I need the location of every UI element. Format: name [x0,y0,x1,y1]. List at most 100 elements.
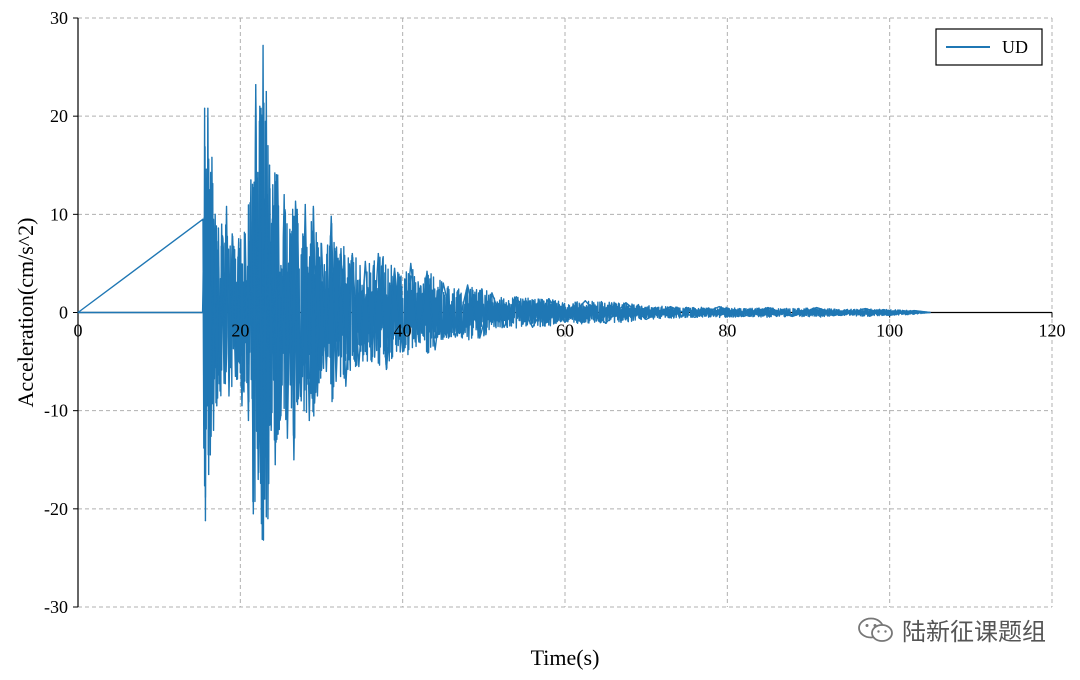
x-tick-label: 80 [718,321,736,341]
series-peaks-ud [77,44,931,525]
data-point [364,260,366,263]
data-point [791,315,793,318]
data-point [564,321,566,323]
data-point [377,253,379,255]
data-point [265,91,267,93]
data-point [491,292,493,294]
data-point [212,429,215,431]
data-point [335,380,337,382]
data-point [385,368,388,371]
y-tick-label: 0 [59,303,68,323]
data-point [77,311,79,314]
data-point [718,306,720,308]
x-tick-label: 40 [394,321,412,341]
y-tick-label: 20 [50,106,68,126]
data-point [340,248,342,250]
data-point [330,215,332,217]
data-point [913,309,915,312]
data-point [264,498,266,500]
data-point [454,336,457,338]
data-point [312,205,314,208]
y-tick-label: -10 [44,401,68,421]
data-point [205,168,207,170]
x-tick-label: 60 [556,321,574,341]
data-point [467,284,469,286]
data-point [645,318,647,320]
data-point [204,520,207,522]
data-point [209,454,211,456]
data-point [479,337,481,339]
data-point [515,296,517,298]
data-point [204,107,206,109]
data-point [255,84,257,86]
data-point [840,314,842,317]
x-tick-label: 20 [231,321,249,341]
data-point [503,326,505,328]
data-point [206,405,208,407]
x-tick-label: 0 [74,321,83,341]
data-point [286,437,289,439]
data-point [625,302,627,304]
data-point [402,351,404,353]
legend-label-ud: UD [1002,37,1028,57]
data-point [296,208,298,211]
data-point [234,375,237,377]
data-point [300,400,302,402]
data-point [216,405,218,407]
data-point [280,414,282,417]
data-point [426,270,428,272]
data-point [277,174,279,176]
y-tick-label: 30 [50,8,68,28]
y-axis-title: Acceleration(cm/s^2) [13,218,38,408]
data-point [272,184,274,186]
data-point [241,405,243,407]
data-point [238,238,240,240]
data-point [767,306,769,309]
data-point [371,360,373,363]
data-point [889,314,891,317]
series-group [77,44,931,541]
x-tick-label: 120 [1039,321,1066,341]
data-point [267,518,269,520]
data-point [604,322,607,324]
data-point [434,349,436,351]
data-point [283,194,285,196]
series-line-ud [78,89,931,541]
data-point [816,306,818,309]
data-point [228,395,230,397]
data-point [268,164,271,166]
data-point [320,243,323,245]
data-point [864,307,866,310]
data-point [207,107,209,109]
watermark-text: 陆新征课题组 [902,618,1046,646]
data-point [247,419,250,422]
data-point [211,156,213,158]
data-point [231,233,233,235]
data-point [208,473,210,476]
tick-labels: -30 -20 -10 0 10 20 30 0 20 40 60 80 100 120 [44,8,1066,617]
data-point [393,267,396,269]
data-point [244,233,246,235]
data-point [290,233,292,235]
data-point [202,218,204,220]
wechat-icon [858,617,893,642]
data-point [219,390,221,392]
x-tick-label: 100 [876,321,903,341]
data-point [325,370,327,372]
data-point [694,316,696,319]
data-point [259,105,261,107]
data-point [217,227,220,229]
data-point [304,203,306,206]
data-point [214,213,216,215]
data-point [531,326,534,328]
data-point [293,459,295,461]
y-tick-label: -20 [44,499,68,519]
data-point [203,447,205,449]
x-axis-title: Time(s) [531,645,600,670]
data-point [260,522,263,525]
data-point [418,341,420,343]
data-point [548,298,550,300]
data-point [308,419,310,422]
data-point [208,189,211,191]
